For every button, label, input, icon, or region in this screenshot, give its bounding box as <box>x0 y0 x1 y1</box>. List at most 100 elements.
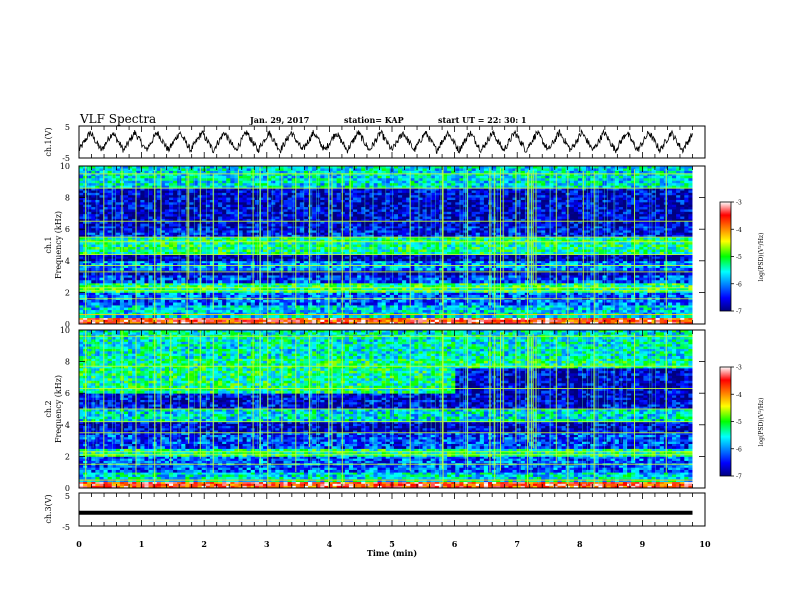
ch1-spec-cell <box>337 245 341 248</box>
ch1-spec-cell <box>324 305 328 308</box>
ch1-spec-cell <box>283 268 287 271</box>
ch1-spec-cell <box>578 305 582 308</box>
ch1-spec-cell <box>239 305 243 308</box>
ch1-spec-cell <box>304 259 308 262</box>
ch1-spec-cell <box>140 280 144 283</box>
ch1-spec-cell <box>386 295 390 298</box>
ch1-spec-cell <box>427 305 431 308</box>
ch1-spec-cell <box>672 315 676 318</box>
ch1-spec-cell <box>688 295 692 298</box>
ch1-spec-cell <box>468 303 472 306</box>
ch1-spec-cell <box>202 305 206 308</box>
ch1-spec-cell <box>451 305 455 308</box>
ch1-spec-cell <box>226 305 230 308</box>
ch1-spec-cell <box>161 300 165 303</box>
ch1-spec-cell <box>181 300 185 303</box>
ch1-spec-cell <box>108 295 112 298</box>
ch1-spec-cell <box>582 268 586 271</box>
ch1-spec-cell <box>443 292 447 295</box>
ch1-spec-cell <box>594 273 598 276</box>
ch1-spec-cell <box>202 268 206 271</box>
ch1-spec-cell <box>508 261 512 264</box>
ch1-spec-cell <box>455 292 459 295</box>
ch1-spec-cell <box>247 300 251 303</box>
ch1-spec-cell <box>304 292 308 295</box>
ch1-spec-cell <box>247 308 251 311</box>
ch1-spec-cell <box>570 275 574 278</box>
ch1-spec-cell <box>230 315 234 318</box>
ch1-spec-cell <box>672 278 676 281</box>
ch1-spec-cell <box>116 242 120 245</box>
ch1-spec-cell <box>128 315 132 318</box>
ch1-spec-cell <box>521 280 525 283</box>
ch1-spec-cell <box>373 305 377 308</box>
ch1-spec-cell <box>472 300 476 303</box>
ch1-spec-cell <box>369 242 373 245</box>
ch1-spec-cell <box>427 268 431 271</box>
ch1-spec-cell <box>230 280 234 283</box>
ch1-spec-cell <box>635 305 639 308</box>
ch1-spec-cell <box>423 283 427 286</box>
ch1-spec-cell <box>545 242 549 245</box>
ch1-spec-cell <box>660 283 664 286</box>
ch1-spec-cell <box>173 268 177 271</box>
ch1-spec-cell <box>390 308 394 311</box>
ch1-spec-cell <box>333 242 337 245</box>
ch1-spec-cell <box>480 278 484 281</box>
ch1-spec-cell <box>140 275 144 278</box>
ch1-spec-cell <box>521 300 525 303</box>
ch1-spec-cell <box>627 315 631 318</box>
ch1-spec-cell <box>423 295 427 298</box>
ch1-spec-cell <box>582 292 586 295</box>
ch1-spec-cell <box>304 245 308 248</box>
ch1-spec-cell <box>619 315 623 318</box>
ch1-spec-cell <box>251 295 255 298</box>
ch1-spec-cell <box>541 280 545 283</box>
ch1-spec-cell <box>283 261 287 264</box>
ch1-spec-cell <box>181 280 185 283</box>
ch1-spec-cell <box>87 295 91 298</box>
ch1-spec-cell <box>447 278 451 281</box>
ch1-spec-cell <box>104 308 108 311</box>
ch1-spec-cell <box>598 303 602 306</box>
ch1-spec-cell <box>304 261 308 264</box>
ch1-spec-cell <box>144 283 148 286</box>
ch1-spec-cell <box>95 300 99 303</box>
ch1-spec-cell <box>345 305 349 308</box>
ch1-spec-cell <box>390 300 394 303</box>
ch1-spec-cell <box>373 278 377 281</box>
ch1-spec-cell <box>353 283 357 286</box>
ch1-spec-cell <box>578 283 582 286</box>
ch1-spec-cell <box>296 300 300 303</box>
ch1-spec-cell <box>468 278 472 281</box>
ch1-spec-cell <box>459 295 463 298</box>
ch1-spec-cell <box>99 280 103 283</box>
ch1-spec-cell <box>476 315 480 318</box>
ch1-spec-cell <box>639 305 643 308</box>
ch1-spec-cell <box>427 245 431 248</box>
ch1-spec-cell <box>288 242 292 245</box>
ch1-spec-cell <box>365 275 369 278</box>
ch1-spec-cell <box>382 280 386 283</box>
ch1-spec-cell <box>390 305 394 308</box>
ch1-spec-cell <box>472 275 476 278</box>
ch1-spec-cell <box>202 278 206 281</box>
ch1-spec-cell <box>488 310 492 313</box>
ch1-spec-cell <box>275 245 279 248</box>
ch1-spec-cell <box>202 303 206 306</box>
ch1-spec-cell <box>656 259 660 262</box>
ch1-spec-cell <box>627 280 631 283</box>
ch1-spec-cell <box>177 245 181 248</box>
ch1-spec-cell <box>586 275 590 278</box>
ch1-spec-cell <box>484 283 488 286</box>
ch1-spec-cell <box>341 242 345 245</box>
ch1-spec-cell <box>230 303 234 306</box>
ch1-spec-cell <box>631 305 635 308</box>
ch1-spec-cell <box>533 300 537 303</box>
ch1-spec-cell <box>275 308 279 311</box>
ch1-spec-cell <box>558 315 562 318</box>
ch1-spec-cell <box>513 305 517 308</box>
ch1-spec-cell <box>271 295 275 298</box>
ch1-spec-cell <box>198 315 202 318</box>
ch1-spec-cell <box>643 275 647 278</box>
